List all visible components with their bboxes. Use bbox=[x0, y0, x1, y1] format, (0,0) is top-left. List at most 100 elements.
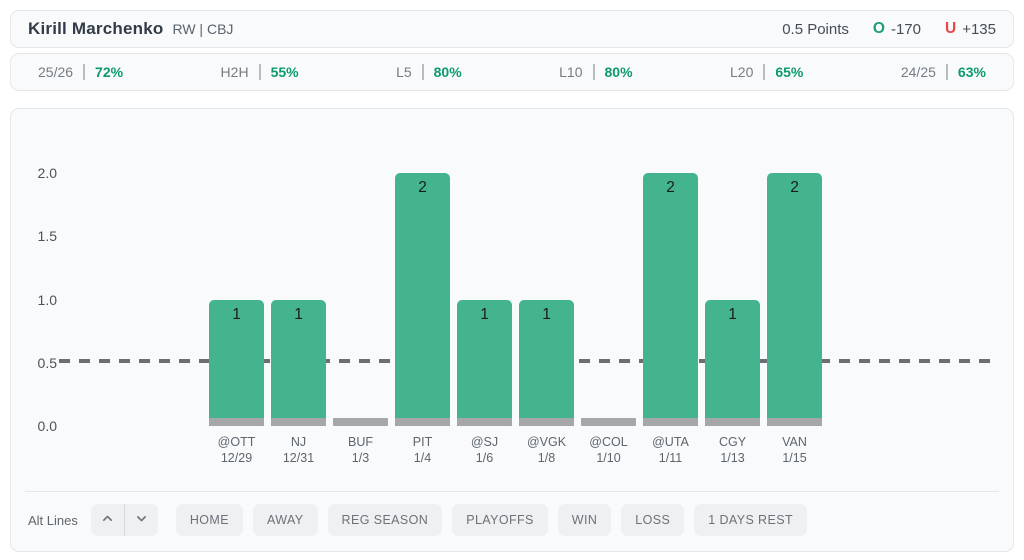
bar-value-label: 1 bbox=[232, 305, 241, 323]
toolbar-divider bbox=[25, 491, 999, 492]
opponent-label: @OTT bbox=[217, 435, 256, 449]
game-log-chart-card: 0.0 0.5 1.0 1.5 2.0 1 1 2 1 1 2 1 2 @OTT 12/29 NJ 12/3… bbox=[10, 108, 1014, 552]
hit-rate-stats-card: 25/26 72% H2H 55% L5 80% L10 80% L20 65% 24/25 63% bbox=[10, 53, 1014, 91]
over-odds-button[interactable]: O -170 bbox=[873, 20, 921, 38]
filter-away[interactable]: AWAY bbox=[252, 504, 318, 536]
over-odds-value: -170 bbox=[890, 20, 921, 38]
game-date-label: 1/6 bbox=[475, 451, 494, 465]
opponent-label: @UTA bbox=[652, 435, 689, 449]
stat-label: L5 bbox=[396, 64, 412, 80]
x-axis-labels: @OTT 12/29 NJ 12/31 BUF 1/3 PIT 1/4 @SJ 1/6 @VGK 1/… bbox=[209, 434, 822, 466]
y-tick-label: 0.0 bbox=[37, 418, 57, 434]
bar-fill: 2 bbox=[643, 173, 698, 426]
player-header-card: Kirill Marchenko RW | CBJ 0.5 Points O -… bbox=[10, 10, 1014, 48]
under-odds-value: +135 bbox=[962, 20, 996, 38]
filter-win[interactable]: WIN bbox=[557, 504, 612, 536]
alt-line-up-button[interactable] bbox=[90, 504, 124, 536]
bar-cgy-1-13[interactable]: 1 bbox=[705, 299, 760, 426]
bar-van-1-15[interactable]: 2 bbox=[767, 173, 822, 426]
x-tick-label: VAN 1/15 bbox=[767, 434, 822, 466]
bar-fill: 1 bbox=[209, 299, 264, 426]
prop-line-odds: 0.5 Points O -170 U +135 bbox=[782, 20, 996, 38]
x-tick-label: NJ 12/31 bbox=[271, 434, 326, 466]
bar-baseline-strip bbox=[643, 418, 698, 426]
stat-separator bbox=[763, 64, 766, 80]
stat-separator bbox=[258, 64, 261, 80]
bar-pit-1-4[interactable]: 2 bbox=[395, 173, 450, 426]
bar-value-label: 1 bbox=[728, 305, 737, 323]
bar-baseline-strip bbox=[581, 418, 636, 426]
alt-lines-stepper bbox=[90, 504, 158, 536]
bar-col-1-10[interactable] bbox=[581, 418, 636, 426]
bar-baseline-strip bbox=[767, 418, 822, 426]
x-tick-label: CGY 1/13 bbox=[705, 434, 760, 466]
game-date-label: 1/8 bbox=[537, 451, 556, 465]
stat-separator bbox=[945, 64, 948, 80]
bar-fill: 1 bbox=[457, 299, 512, 426]
bar-vgk-1-8[interactable]: 1 bbox=[519, 299, 574, 426]
stat-value: 80% bbox=[433, 64, 462, 80]
x-tick-label: @COL 1/10 bbox=[581, 434, 636, 466]
x-tick-label: @SJ 1/6 bbox=[457, 434, 512, 466]
under-icon: U bbox=[945, 20, 957, 37]
opponent-label: PIT bbox=[412, 435, 433, 449]
stat-separator bbox=[421, 64, 424, 80]
opponent-label: VAN bbox=[782, 435, 807, 449]
stat-item-24-25: 24/25 63% bbox=[901, 64, 986, 80]
stat-label: L10 bbox=[559, 64, 583, 80]
stat-label: H2H bbox=[220, 64, 249, 80]
filter-reg-season[interactable]: REG SEASON bbox=[327, 504, 443, 536]
player-name: Kirill Marchenko bbox=[28, 19, 164, 38]
y-tick-label: 1.5 bbox=[37, 228, 57, 245]
game-date-label: 12/29 bbox=[220, 451, 253, 465]
chevron-up-icon bbox=[101, 512, 114, 528]
over-icon: O bbox=[872, 20, 885, 37]
opponent-label: BUF bbox=[348, 435, 373, 449]
stat-value: 65% bbox=[775, 64, 804, 80]
game-date-label: 1/4 bbox=[413, 451, 432, 465]
bar-fill: 2 bbox=[767, 173, 822, 426]
filter-playoffs[interactable]: PLAYOFFS bbox=[452, 504, 548, 536]
bar-baseline-strip bbox=[705, 418, 760, 426]
bar-baseline-strip bbox=[519, 418, 574, 426]
stat-item-25-26: 25/26 72% bbox=[38, 64, 123, 80]
stat-item-l20: L20 65% bbox=[730, 64, 803, 80]
prop-line-label: 0.5 Points bbox=[782, 20, 849, 38]
y-axis: 0.0 0.5 1.0 1.5 2.0 bbox=[29, 165, 57, 434]
stat-value: 55% bbox=[270, 64, 299, 80]
filter-loss[interactable]: LOSS bbox=[621, 504, 685, 536]
bar-sj-1-6[interactable]: 1 bbox=[457, 299, 512, 426]
bar-value-label: 2 bbox=[790, 179, 799, 196]
chevron-down-icon bbox=[135, 512, 148, 528]
bar-baseline-strip bbox=[271, 418, 326, 426]
bar-fill: 1 bbox=[271, 299, 326, 426]
bar-uta-1-11[interactable]: 2 bbox=[643, 173, 698, 426]
bar-ott-12-29[interactable]: 1 bbox=[209, 299, 264, 426]
opponent-label: CGY bbox=[718, 435, 747, 449]
opponent-label: @COL bbox=[589, 435, 628, 449]
bar-chart: 1 1 2 1 1 2 1 2 bbox=[209, 173, 822, 426]
opponent-label: NJ bbox=[290, 435, 307, 449]
bar-value-label: 2 bbox=[418, 179, 427, 196]
bar-baseline-strip bbox=[209, 418, 264, 426]
bar-baseline-strip bbox=[333, 418, 388, 426]
game-date-label: 1/3 bbox=[351, 451, 370, 465]
under-odds-button[interactable]: U +135 bbox=[945, 20, 996, 38]
stat-label: L20 bbox=[730, 64, 754, 80]
filter-chip-group: HOME AWAY REG SEASON PLAYOFFS WIN LOSS 1 DAYS … bbox=[175, 504, 807, 536]
bar-buf-1-3[interactable] bbox=[333, 418, 388, 426]
filter-home[interactable]: HOME bbox=[175, 504, 243, 536]
bar-baseline-strip bbox=[457, 418, 512, 426]
bar-nj-12-31[interactable]: 1 bbox=[271, 299, 326, 426]
bar-value-label: 1 bbox=[480, 305, 489, 323]
x-tick-label: @VGK 1/8 bbox=[519, 434, 574, 466]
y-tick-label: 0.5 bbox=[37, 354, 57, 371]
x-tick-label: BUF 1/3 bbox=[333, 434, 388, 466]
filter-1-days-rest[interactable]: 1 DAYS REST bbox=[694, 504, 807, 536]
stat-item-l5: L5 80% bbox=[396, 64, 462, 80]
game-date-label: 12/31 bbox=[282, 451, 315, 465]
alt-line-down-button[interactable] bbox=[124, 504, 158, 536]
stat-label: 25/26 bbox=[38, 64, 74, 80]
bar-baseline-strip bbox=[395, 418, 450, 426]
stat-label: 24/25 bbox=[900, 64, 936, 80]
